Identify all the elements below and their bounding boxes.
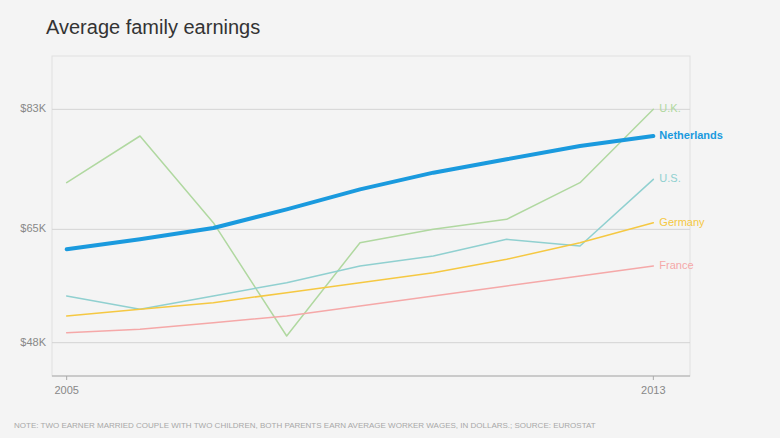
- chart: Average family earnings $48K $65K $83K 2005 2…: [0, 0, 780, 438]
- grid-line: [52, 342, 690, 343]
- x-axis-line: [52, 375, 690, 376]
- series-label: France: [659, 259, 693, 271]
- series-label: U.S.: [659, 172, 680, 184]
- y-tick-label: $65K: [20, 222, 46, 234]
- series-label: U.K.: [659, 102, 680, 114]
- y-tick-label: $48K: [20, 336, 46, 348]
- series-label: Netherlands: [659, 129, 723, 141]
- grid-line: [52, 109, 690, 110]
- series-label: Germany: [659, 216, 705, 228]
- x-tick: [66, 376, 67, 380]
- note: NOTE: TWO EARNER MARRIED COUPLE WITH TWO…: [14, 421, 596, 430]
- lines: [67, 109, 654, 336]
- y-tick-label: $83K: [20, 102, 46, 114]
- series-line: [67, 266, 654, 333]
- x-tick-label: 2013: [641, 384, 665, 396]
- x-tick-label: 2005: [54, 384, 78, 396]
- grid-line: [52, 229, 690, 230]
- x-tick: [653, 376, 654, 380]
- title: Average family earnings: [46, 16, 260, 38]
- series-line: [67, 136, 654, 249]
- series-line: [67, 179, 654, 309]
- series-line: [67, 109, 654, 336]
- plot-frame: [52, 56, 690, 376]
